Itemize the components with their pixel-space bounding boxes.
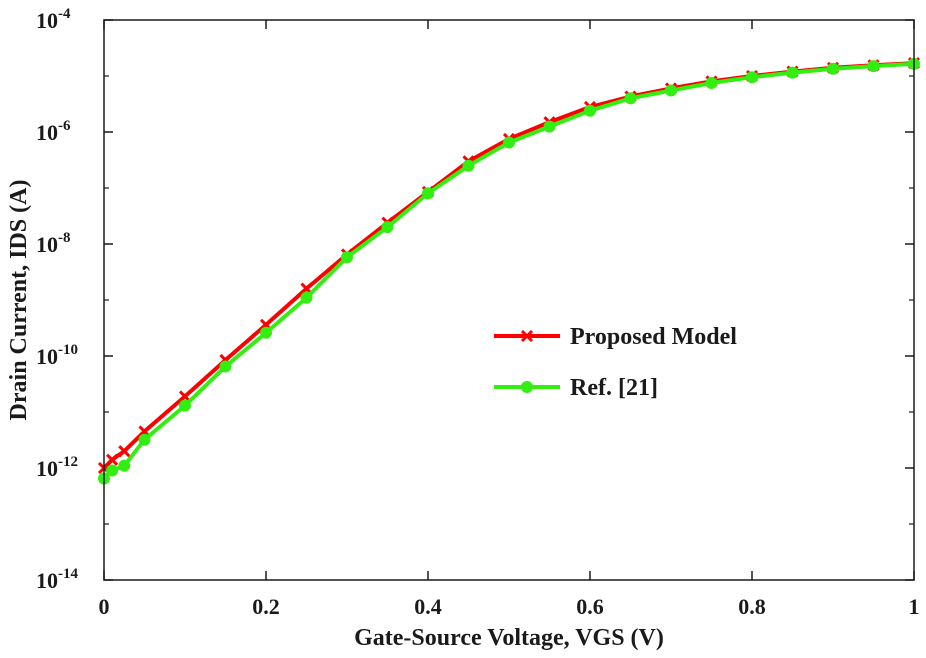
legend: Proposed Model Ref. [21] — [494, 324, 737, 401]
x-tick-labels: 0 0.2 0.4 0.6 0.8 1 — [99, 594, 920, 619]
data-point-ref — [503, 136, 515, 149]
data-point-proposed — [118, 445, 131, 458]
data-point-ref — [584, 104, 596, 117]
data-point-ref — [179, 399, 191, 412]
data-point-ref — [867, 60, 880, 73]
legend-label-proposed: Proposed Model — [570, 324, 737, 350]
data-point-ref — [381, 221, 394, 234]
data-point-ref — [422, 187, 434, 200]
legend-marker-ref — [521, 381, 533, 393]
legend-label-ref: Ref. [21] — [570, 375, 658, 401]
data-point-ref — [118, 459, 131, 472]
data-point-ref — [300, 291, 313, 304]
data-point-proposed — [106, 453, 119, 466]
y-tick-label: 10-12 — [36, 454, 78, 481]
data-point-ref — [260, 326, 272, 339]
plot-area — [104, 20, 914, 580]
x-tick-label: 0 — [99, 594, 110, 619]
x-tick-label: 0.6 — [576, 594, 604, 619]
series-layer — [97, 57, 921, 485]
data-point-ref — [341, 251, 353, 264]
x-tick-label: 1 — [909, 594, 920, 619]
data-point-ref — [543, 120, 556, 133]
y-tick-label: 10-10 — [36, 342, 78, 369]
x-tick-label: 0.8 — [738, 594, 766, 619]
data-point-ref — [462, 159, 475, 172]
data-point-ref — [106, 464, 119, 477]
y-tick-label: 10-6 — [36, 118, 71, 145]
data-point-ref — [746, 71, 758, 84]
data-point-ref — [827, 62, 839, 75]
y-tick-labels: 10-14 10-12 10-10 10-8 10-6 10-4 — [36, 6, 78, 593]
legend-marker-proposed — [520, 329, 534, 343]
x-axis-title: Gate-Source Voltage, VGS (V) — [354, 625, 664, 651]
data-point-ref — [219, 360, 232, 373]
data-point-ref — [786, 66, 799, 79]
plot-frame — [103, 19, 915, 581]
y-axis-title: Drain Current, IDS (A) — [6, 180, 32, 421]
data-point-ref — [665, 84, 677, 97]
data-point-ref — [138, 433, 151, 446]
x-tick-label: 0.2 — [252, 594, 280, 619]
x-tick-label: 0.4 — [414, 594, 442, 619]
y-tick-label: 10-8 — [36, 230, 71, 257]
data-point-ref — [705, 76, 718, 89]
data-point-ref — [624, 92, 637, 105]
y-tick-label: 10-4 — [36, 6, 71, 33]
y-tick-label: 10-14 — [36, 566, 78, 593]
